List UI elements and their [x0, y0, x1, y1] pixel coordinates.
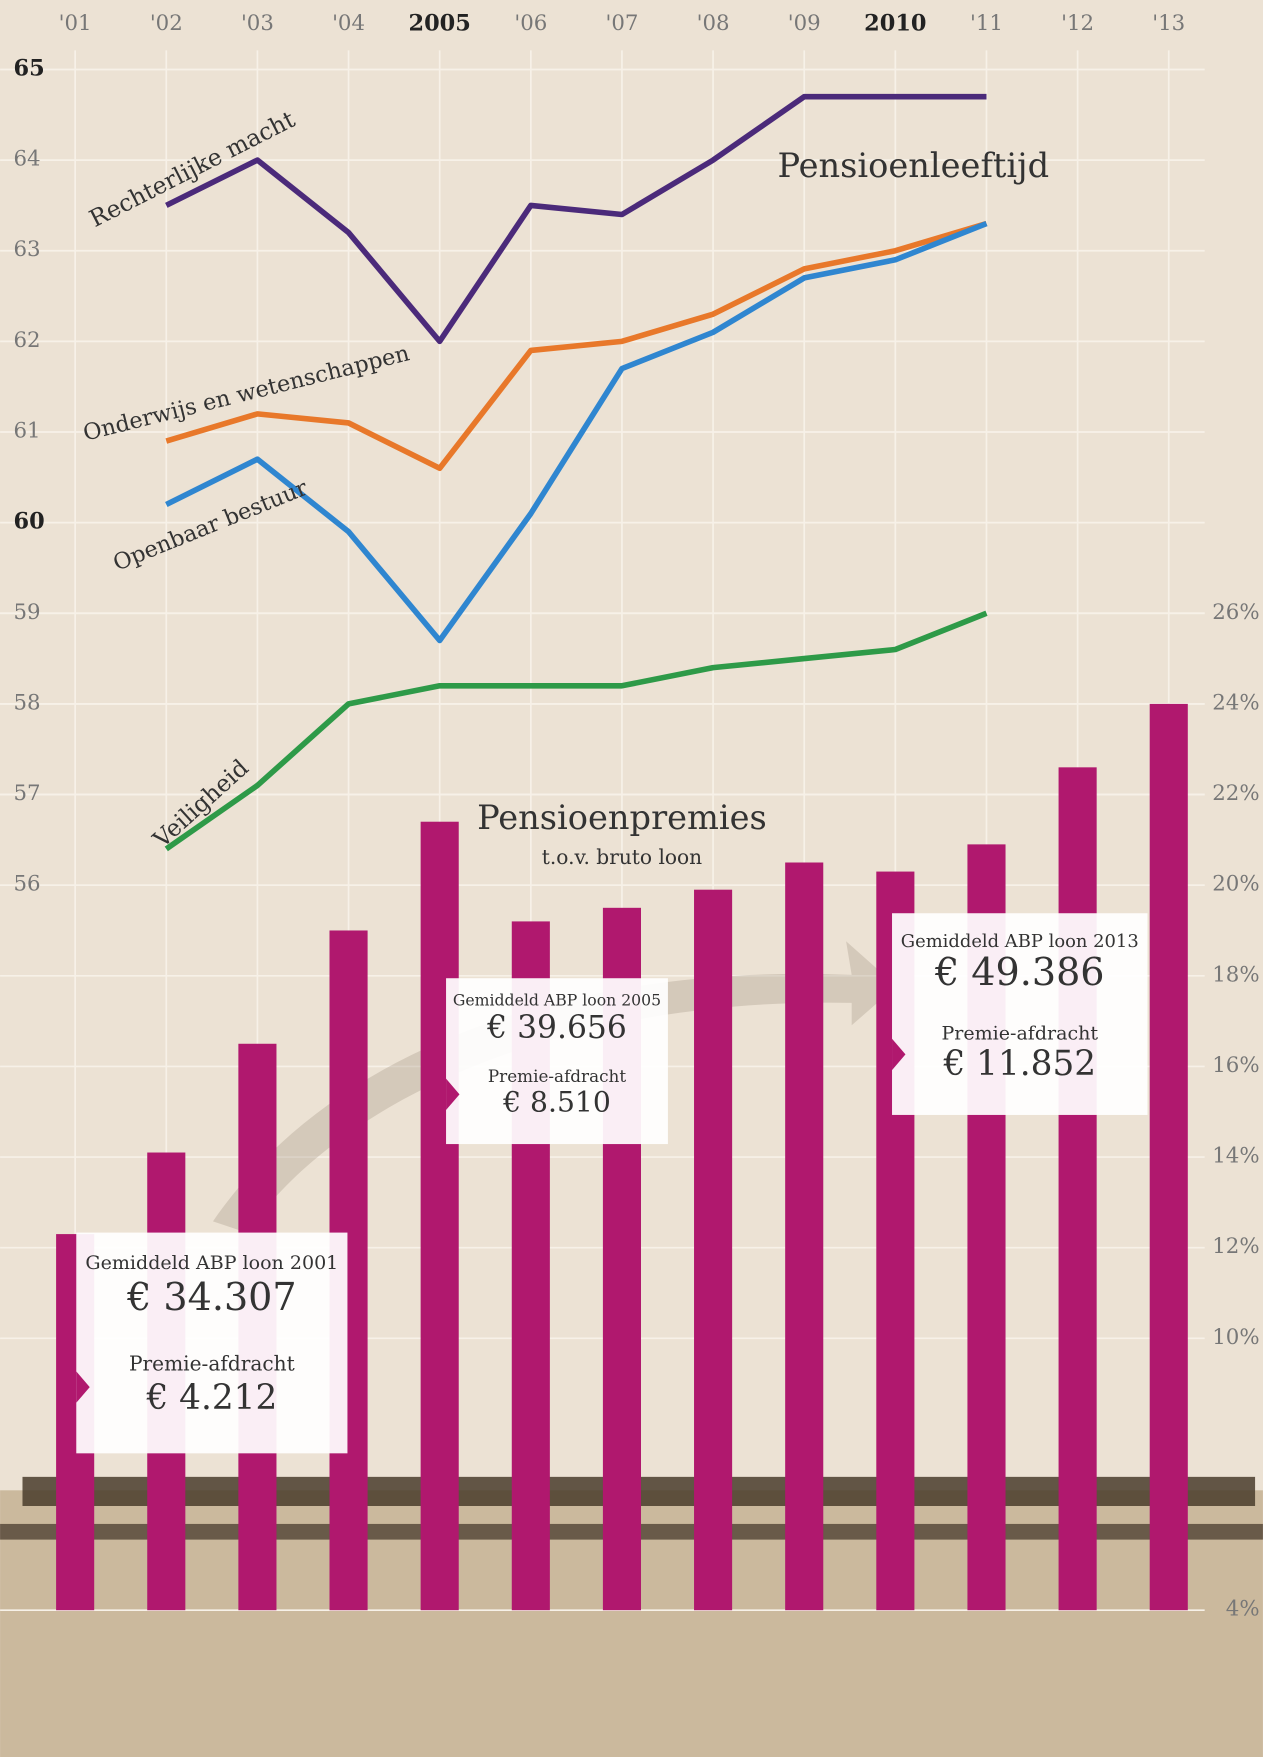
- y-tick-label: 56: [14, 872, 41, 897]
- callout-premium-label: Premie-afdracht: [941, 1022, 1098, 1044]
- y-tick-label: 63: [14, 237, 41, 262]
- page: {"chart_data": { "type": "combo", "line_…: [0, 0, 1263, 1757]
- y-tick-label: 65: [14, 55, 45, 81]
- bar-title: Pensioenpremies: [477, 798, 767, 837]
- x-tick-label: '04: [332, 11, 365, 36]
- y2-tick-label: 14%: [1212, 1144, 1259, 1169]
- callout-premium: € 8.510: [502, 1085, 611, 1118]
- x-tick-label: '07: [605, 11, 638, 36]
- x-tick-label: '03: [241, 11, 274, 36]
- bar: [1150, 704, 1188, 1610]
- y2-tick-label: 16%: [1212, 1053, 1259, 1078]
- line-title: Pensioenleeftijd: [778, 146, 1050, 185]
- bar: [1059, 767, 1097, 1610]
- y-tick-label: 59: [14, 600, 41, 625]
- bar: [785, 862, 823, 1610]
- y-tick-label: 62: [14, 328, 41, 353]
- callout-premium-label: Premie-afdracht: [488, 1066, 626, 1086]
- callout-premium: € 11.852: [942, 1044, 1096, 1084]
- x-tick-label: 2010: [864, 11, 926, 37]
- y2-tick-label: 24%: [1212, 690, 1259, 715]
- y-tick-label: 58: [14, 690, 41, 715]
- y2-tick-label: 22%: [1212, 781, 1259, 806]
- callout-heading: Gemiddeld ABP loon 2013: [901, 931, 1139, 952]
- x-tick-label: '01: [59, 11, 92, 36]
- chart: Pensioenleeftijd Pensioenpremies t.o.v. …: [0, 0, 1263, 1757]
- y-tick-label: 60: [14, 509, 45, 535]
- y2-tick-label: 26%: [1212, 600, 1259, 625]
- x-tick-label: '06: [514, 11, 547, 36]
- callout-heading: Gemiddeld ABP loon 2001: [85, 1252, 338, 1274]
- x-tick-label: '02: [150, 11, 183, 36]
- bar-subtitle: t.o.v. bruto loon: [542, 845, 702, 869]
- y-tick-label: 61: [14, 418, 41, 443]
- callout-heading: Gemiddeld ABP loon 2005: [453, 991, 661, 1010]
- x-tick-label: '12: [1061, 11, 1094, 36]
- bar: [694, 890, 732, 1611]
- callout-salary: € 34.307: [126, 1275, 297, 1319]
- bar: [421, 822, 459, 1610]
- y-tick-label: 64: [14, 147, 41, 172]
- y2-tick-label: 20%: [1212, 872, 1259, 897]
- callout-premium-label: Premie-afdracht: [129, 1352, 295, 1376]
- x-tick-label: '09: [788, 11, 821, 36]
- y2-tick-label: 18%: [1212, 962, 1259, 987]
- callout-premium: € 4.212: [145, 1378, 277, 1418]
- x-tick-label: '11: [970, 11, 1003, 36]
- x-tick-label: '13: [1152, 11, 1185, 36]
- x-tick-label: '08: [697, 11, 730, 36]
- y2-tick-label: 4%: [1226, 1597, 1260, 1622]
- callout-salary: € 49.386: [934, 950, 1105, 994]
- y2-tick-label: 10%: [1212, 1325, 1259, 1350]
- y-tick-label: 57: [14, 781, 41, 806]
- x-tick-label: 2005: [408, 11, 470, 37]
- y2-tick-label: 12%: [1212, 1234, 1259, 1259]
- callout-salary: € 39.656: [486, 1010, 627, 1046]
